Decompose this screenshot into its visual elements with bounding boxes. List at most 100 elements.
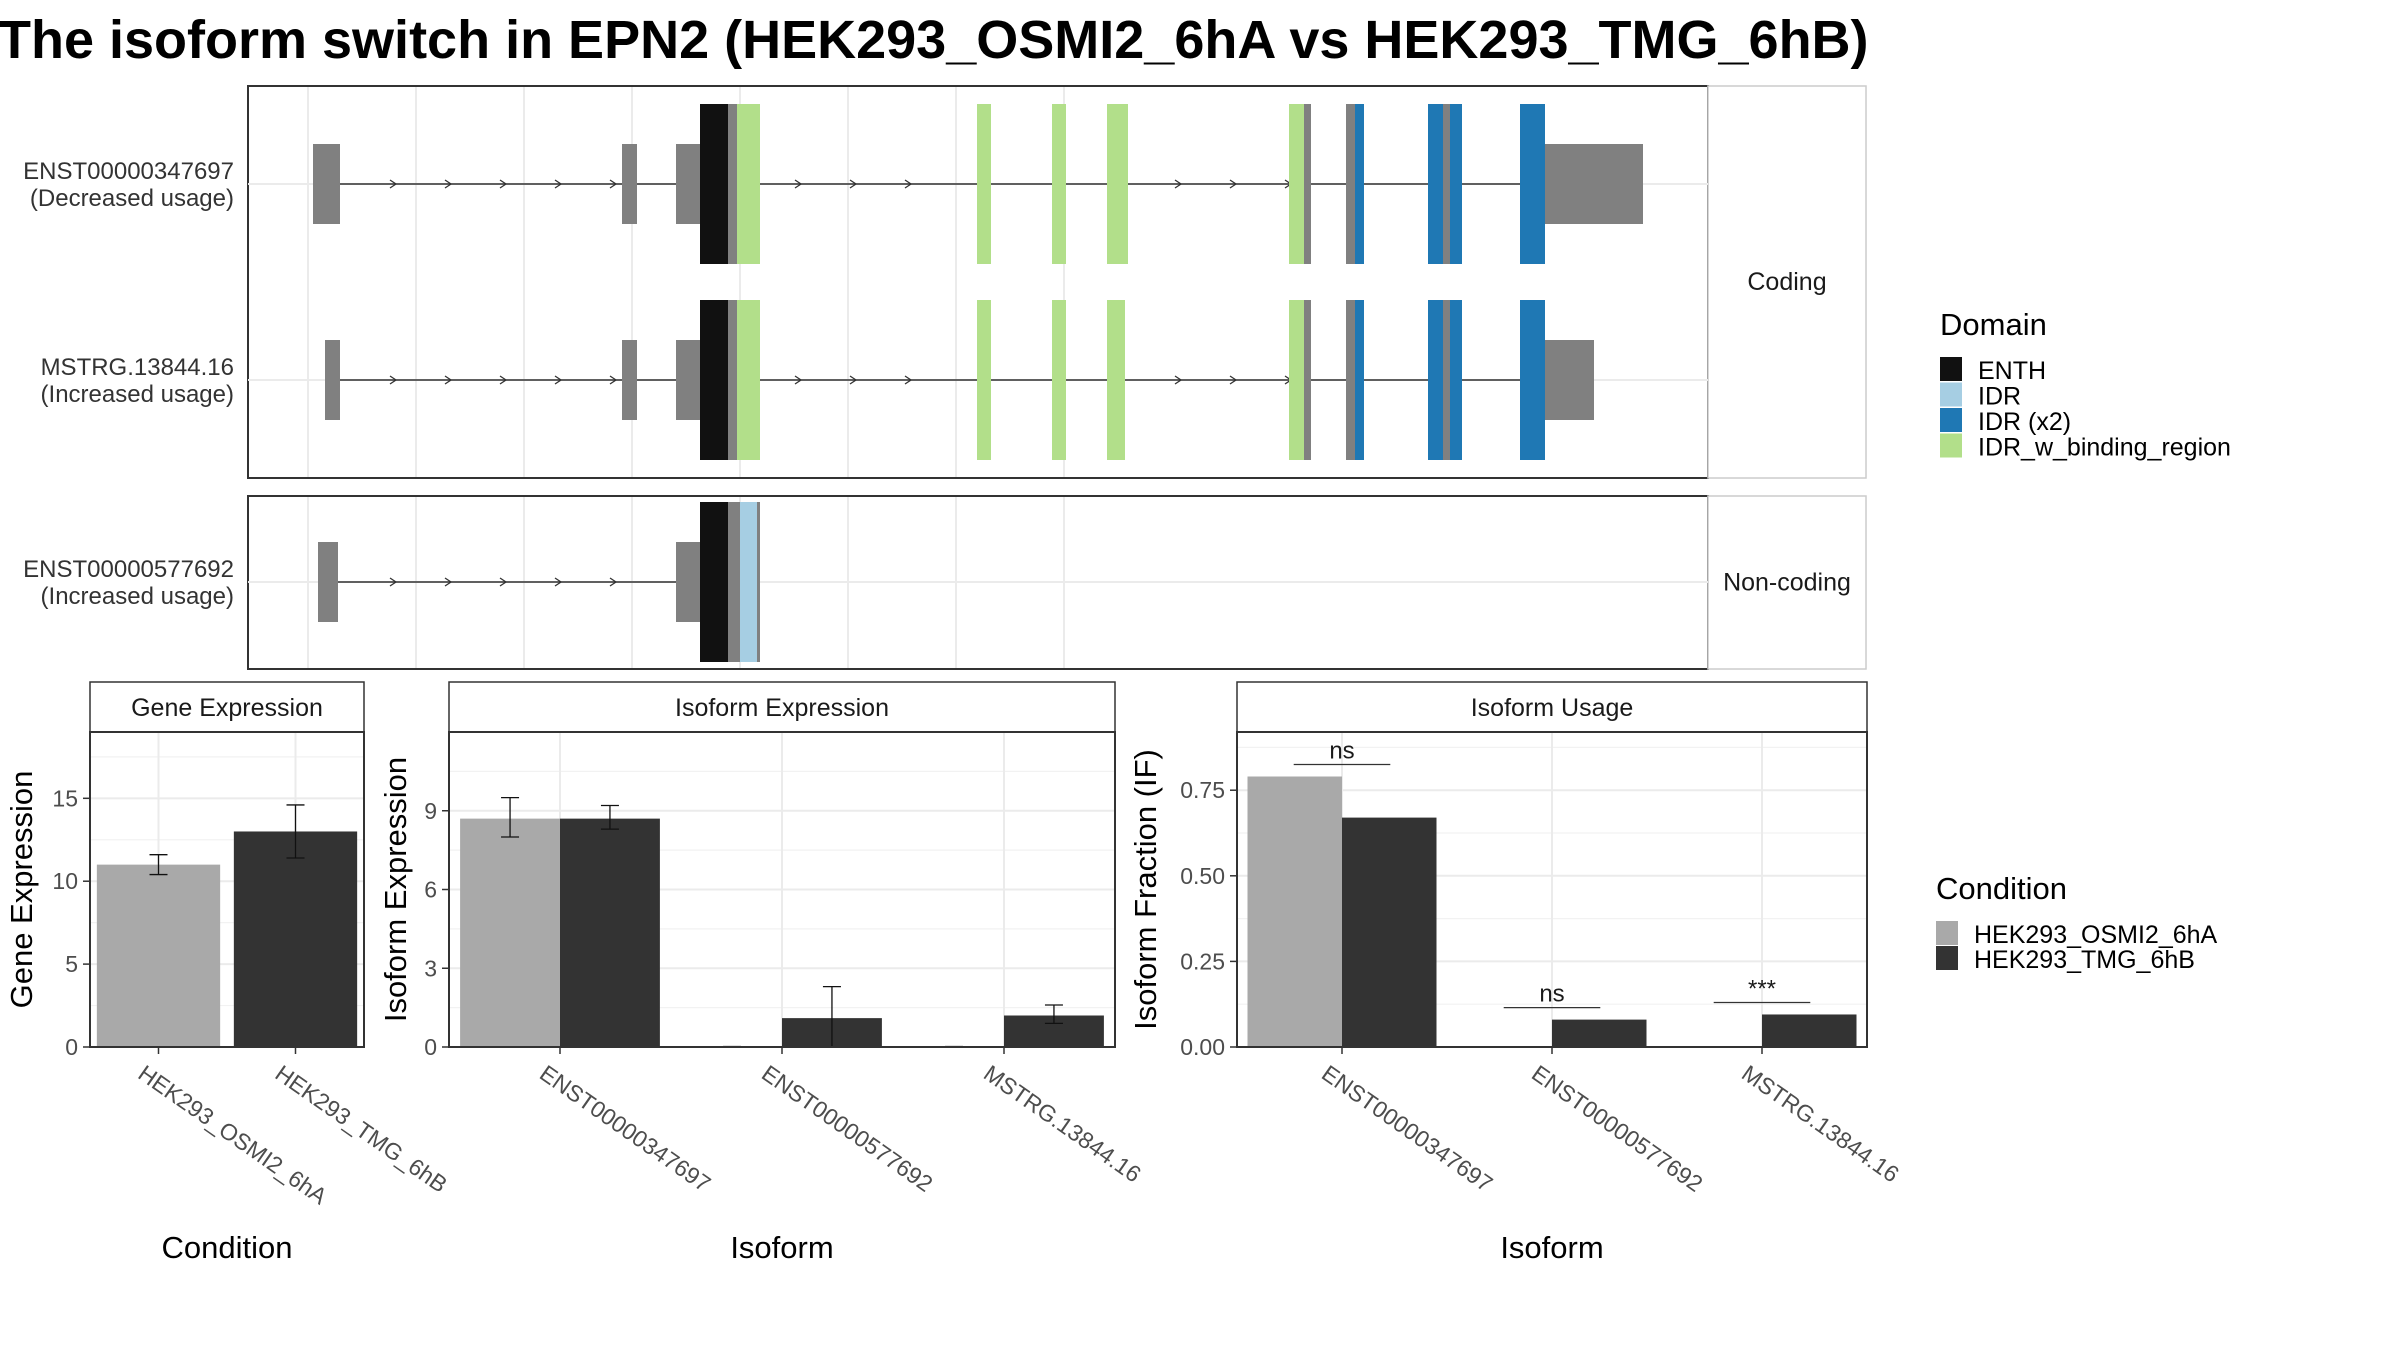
chart-title: Gene Expression — [131, 694, 323, 722]
bar — [1552, 1019, 1647, 1047]
domain-legend-key — [1940, 433, 1962, 458]
cds-exon — [1346, 104, 1355, 264]
utr-exon — [676, 542, 700, 622]
intron-arrow — [554, 179, 563, 189]
intron-arrow — [389, 375, 398, 385]
utr-exon — [622, 144, 637, 224]
y-tick-label: 10 — [52, 868, 78, 894]
intron-arrow — [499, 179, 508, 189]
coding-strip — [1707, 85, 1867, 479]
y-tick-label: 0.00 — [1180, 1034, 1225, 1060]
x-tick-label: MSTRG.13844.16 — [979, 1060, 1146, 1188]
domain-legend-item-label: IDR (x2) — [1978, 408, 2071, 436]
page-title: The isoform switch in EPN2 (HEK293_OSMI2… — [0, 10, 1869, 70]
cds-exon — [728, 502, 740, 662]
x-axis-label: Condition — [162, 1230, 293, 1265]
domain-idr — [1450, 104, 1462, 264]
intron-arrow — [499, 577, 508, 587]
domain-idr — [1450, 300, 1462, 460]
utr-exon — [676, 144, 700, 224]
cds-exon — [1304, 300, 1311, 460]
plot-border — [448, 731, 1116, 1048]
isoform-usage: (Increased usage) — [41, 583, 234, 610]
domain-idr-binding — [977, 104, 991, 264]
cds-exon — [1346, 300, 1355, 460]
domain-idr-binding — [1107, 104, 1128, 264]
y-tick-label: 15 — [52, 785, 78, 811]
bar — [233, 831, 358, 1047]
domain-idr — [1355, 104, 1364, 264]
x-tick-label: MSTRG.13844.16 — [1737, 1060, 1904, 1188]
intron-arrow — [794, 375, 803, 385]
intron-arrow — [444, 375, 453, 385]
utr-exon — [313, 144, 340, 224]
intron-arrow — [554, 577, 563, 587]
y-tick-label: 5 — [65, 951, 78, 977]
intron-arrow — [444, 577, 453, 587]
domain-legend-key — [1940, 357, 1962, 381]
y-tick-label: 0.50 — [1180, 863, 1225, 889]
noncoding-strip — [1707, 495, 1867, 670]
y-tick-label: 0.75 — [1180, 777, 1225, 803]
domain-idr — [1355, 300, 1364, 460]
facet-strip — [1236, 681, 1868, 733]
intron-arrow — [794, 179, 803, 189]
isoform-name: ENST00000577692 — [23, 556, 234, 583]
significance-label: *** — [1748, 975, 1776, 1002]
bar — [1342, 817, 1437, 1047]
intron-arrow — [389, 179, 398, 189]
cds-exon — [728, 104, 737, 264]
y-tick-label: 0.25 — [1180, 948, 1225, 974]
bar — [96, 864, 221, 1047]
intron-arrow — [609, 179, 618, 189]
isoform-name: ENST00000347697 — [23, 158, 234, 185]
plot-border — [1236, 731, 1868, 1048]
domain-legend-title: Domain — [1940, 307, 2047, 342]
domain-legend-key — [1940, 382, 1962, 407]
domain-enth — [700, 502, 728, 662]
intron-arrow — [609, 577, 618, 587]
domain-legend-key — [1940, 408, 1962, 432]
x-axis-label: Isoform — [1500, 1230, 1603, 1265]
bar — [560, 818, 660, 1047]
domain-idr-binding — [1289, 300, 1304, 460]
x-tick-label: ENST00000577692 — [757, 1060, 937, 1197]
domain-legend-item-label: ENTH — [1978, 357, 2046, 385]
condition-legend-title: Condition — [1936, 871, 2067, 906]
condition-legend-item-label: HEK293_TMG_6hB — [1974, 946, 2195, 974]
y-tick-label: 9 — [424, 798, 437, 824]
significance-label: ns — [1539, 981, 1564, 1008]
intron-arrow — [554, 375, 563, 385]
utr-exon — [1545, 340, 1594, 420]
domain-idr — [1428, 104, 1443, 264]
intron-arrow — [444, 179, 453, 189]
domain-enth — [700, 300, 728, 460]
isoform-usage: (Decreased usage) — [30, 185, 234, 212]
y-tick-label: 3 — [424, 955, 437, 981]
intron-arrow — [1229, 179, 1238, 189]
domain-enth — [700, 104, 728, 264]
intron-arrow — [904, 375, 913, 385]
bar — [460, 818, 560, 1047]
utr-exon — [325, 340, 340, 420]
domain-idr — [1520, 300, 1545, 460]
domain-idr — [1520, 104, 1545, 264]
intron-arrow — [499, 375, 508, 385]
coding-label: Coding — [1747, 268, 1826, 296]
domain-idr — [1428, 300, 1443, 460]
intron-arrow — [389, 577, 398, 587]
domain-idr-binding — [1289, 104, 1304, 264]
facet-strip — [89, 681, 365, 733]
y-tick-label: 0 — [424, 1034, 437, 1060]
chart-title: Isoform Expression — [675, 694, 889, 722]
cds-exon — [1304, 104, 1311, 264]
condition-legend-key — [1936, 921, 1958, 945]
isoform-usage: (Increased usage) — [41, 381, 234, 408]
chart-title: Isoform Usage — [1471, 694, 1634, 722]
intron-arrow — [849, 179, 858, 189]
domain-idr-binding — [1052, 300, 1066, 460]
cds-exon — [1443, 104, 1450, 264]
x-tick-label: ENST00000347697 — [535, 1060, 715, 1197]
facet-strip — [448, 681, 1116, 733]
